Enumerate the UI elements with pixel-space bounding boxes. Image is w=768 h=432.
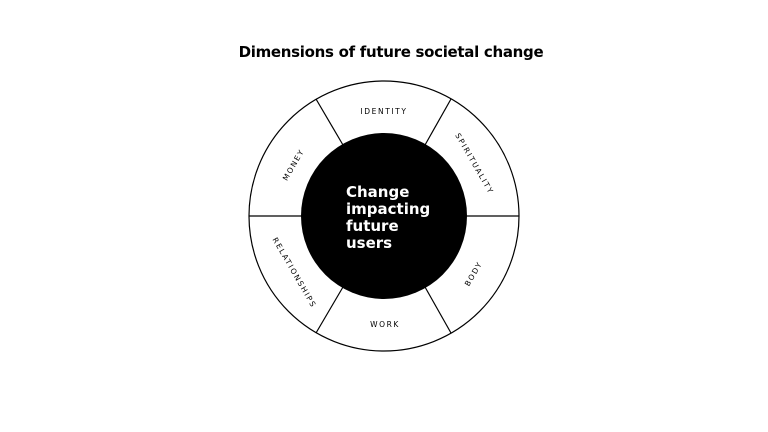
center-text-line-2: impacting: [346, 200, 430, 218]
divider-top-right: [424, 98, 452, 146]
center-text-line-4: users: [346, 234, 392, 252]
segment-label-identity: IDENTITY: [360, 107, 407, 116]
center-text: Change impacting future users: [346, 183, 430, 252]
divider-top-left: [315, 98, 344, 146]
center-text-line-1: Change: [346, 183, 409, 201]
segment-label-work: WORK: [370, 320, 400, 329]
diagram-title: Dimensions of future societal change: [238, 43, 544, 61]
divider-bottom-right: [424, 286, 452, 334]
divider-bottom-left: [315, 286, 344, 334]
segment-dividers: [249, 98, 519, 334]
center-text-line-3: future: [346, 217, 399, 235]
center-hub: [301, 133, 467, 299]
